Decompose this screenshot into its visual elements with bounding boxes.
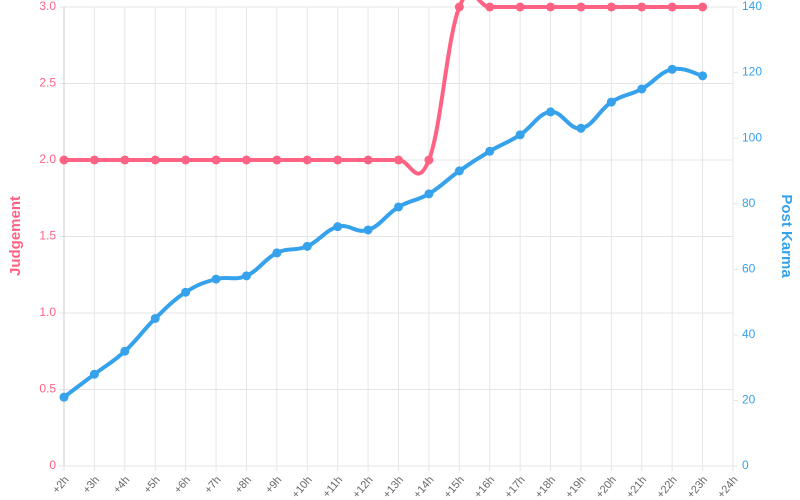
- y-axis-title: Judgement: [7, 196, 24, 276]
- data-point: [181, 155, 191, 165]
- x-tick-label: +4h: [111, 474, 132, 496]
- x-tick-label: +5h: [142, 474, 163, 496]
- x-tick-label: +12h: [350, 474, 375, 500]
- data-point: [667, 64, 677, 74]
- data-point: [394, 155, 403, 165]
- data-point: [120, 346, 130, 356]
- x-tick-label: +13h: [381, 474, 406, 500]
- data-point: [272, 248, 282, 258]
- x-tick-label: +7h: [202, 474, 223, 496]
- data-point: [272, 155, 282, 165]
- data-point: [424, 189, 434, 199]
- data-point: [515, 130, 525, 140]
- x-tick-label: +22h: [655, 474, 680, 500]
- data-point: [485, 146, 495, 156]
- y-tick-label: 0.5: [39, 382, 56, 396]
- data-point: [637, 84, 647, 94]
- series-line: [62, 66, 704, 399]
- data-point: [576, 123, 586, 133]
- data-point: [89, 369, 99, 379]
- x-tick-label: +15h: [442, 474, 467, 500]
- x-tick-label: +6h: [172, 474, 193, 496]
- data-point: [698, 71, 708, 81]
- y2-tick-label: 40: [742, 327, 756, 341]
- y2-tick-label: 0: [742, 458, 749, 472]
- y2-tick-label: 20: [742, 393, 756, 407]
- data-point: [546, 107, 556, 117]
- x-tick-label: +8h: [233, 474, 254, 496]
- data-point: [546, 2, 556, 12]
- y2-tick-label: 80: [742, 196, 756, 210]
- data-point: [333, 222, 343, 232]
- data-point: [363, 225, 373, 235]
- data-point: [302, 155, 312, 165]
- data-point: [394, 202, 403, 212]
- y-tick-label: 1.0: [39, 305, 56, 319]
- data-point: [667, 2, 677, 12]
- y2-tick-label: 140: [742, 0, 762, 13]
- y2-axis-title: Post Karma: [778, 194, 795, 278]
- x-tick-label: +9h: [263, 474, 284, 496]
- data-point: [454, 2, 464, 12]
- y-tick-label: 2.0: [39, 152, 56, 166]
- data-point: [485, 2, 495, 12]
- data-point: [333, 155, 343, 165]
- data-point: [606, 2, 616, 12]
- data-point: [363, 155, 373, 165]
- x-tick-label: +14h: [411, 474, 436, 500]
- data-point: [698, 2, 708, 12]
- data-point: [576, 2, 586, 12]
- data-point: [211, 155, 221, 165]
- data-point: [637, 2, 647, 12]
- data-point: [241, 271, 251, 281]
- x-tick-label: +21h: [624, 474, 649, 500]
- series-line: [63, 0, 703, 176]
- x-tick-label: +18h: [533, 474, 558, 500]
- data-point: [89, 155, 99, 165]
- y-tick-label: 3.0: [39, 0, 56, 13]
- y2-tick-label: 120: [742, 65, 762, 79]
- data-point: [424, 155, 434, 165]
- data-point: [120, 155, 130, 165]
- x-tick-label: +23h: [685, 474, 710, 500]
- x-tick-label: +16h: [472, 474, 497, 500]
- x-tick-label: +20h: [594, 474, 619, 500]
- data-point: [150, 313, 160, 323]
- y-tick-label: 2.5: [39, 76, 56, 90]
- x-tick-label: +17h: [503, 474, 528, 500]
- data-point: [454, 166, 464, 176]
- data-point: [606, 97, 616, 107]
- y2-tick-label: 100: [742, 130, 762, 144]
- data-point: [241, 155, 251, 165]
- data-point: [181, 287, 191, 297]
- x-tick-label: +10h: [290, 474, 315, 500]
- x-tick-label: +2h: [50, 474, 71, 496]
- x-tick-label: +3h: [81, 474, 102, 496]
- x-tick-label: +11h: [321, 474, 346, 500]
- data-point: [302, 241, 312, 251]
- y2-tick-label: 60: [742, 261, 756, 275]
- x-tick-label: +24h: [715, 474, 740, 500]
- y-tick-label: 0: [49, 458, 56, 472]
- y-tick-label: 1.5: [39, 229, 56, 243]
- data-point: [150, 155, 160, 165]
- data-point: [59, 392, 69, 402]
- data-point: [211, 274, 221, 284]
- data-point: [59, 155, 69, 165]
- x-tick-label: +19h: [563, 474, 588, 500]
- data-point: [515, 2, 525, 12]
